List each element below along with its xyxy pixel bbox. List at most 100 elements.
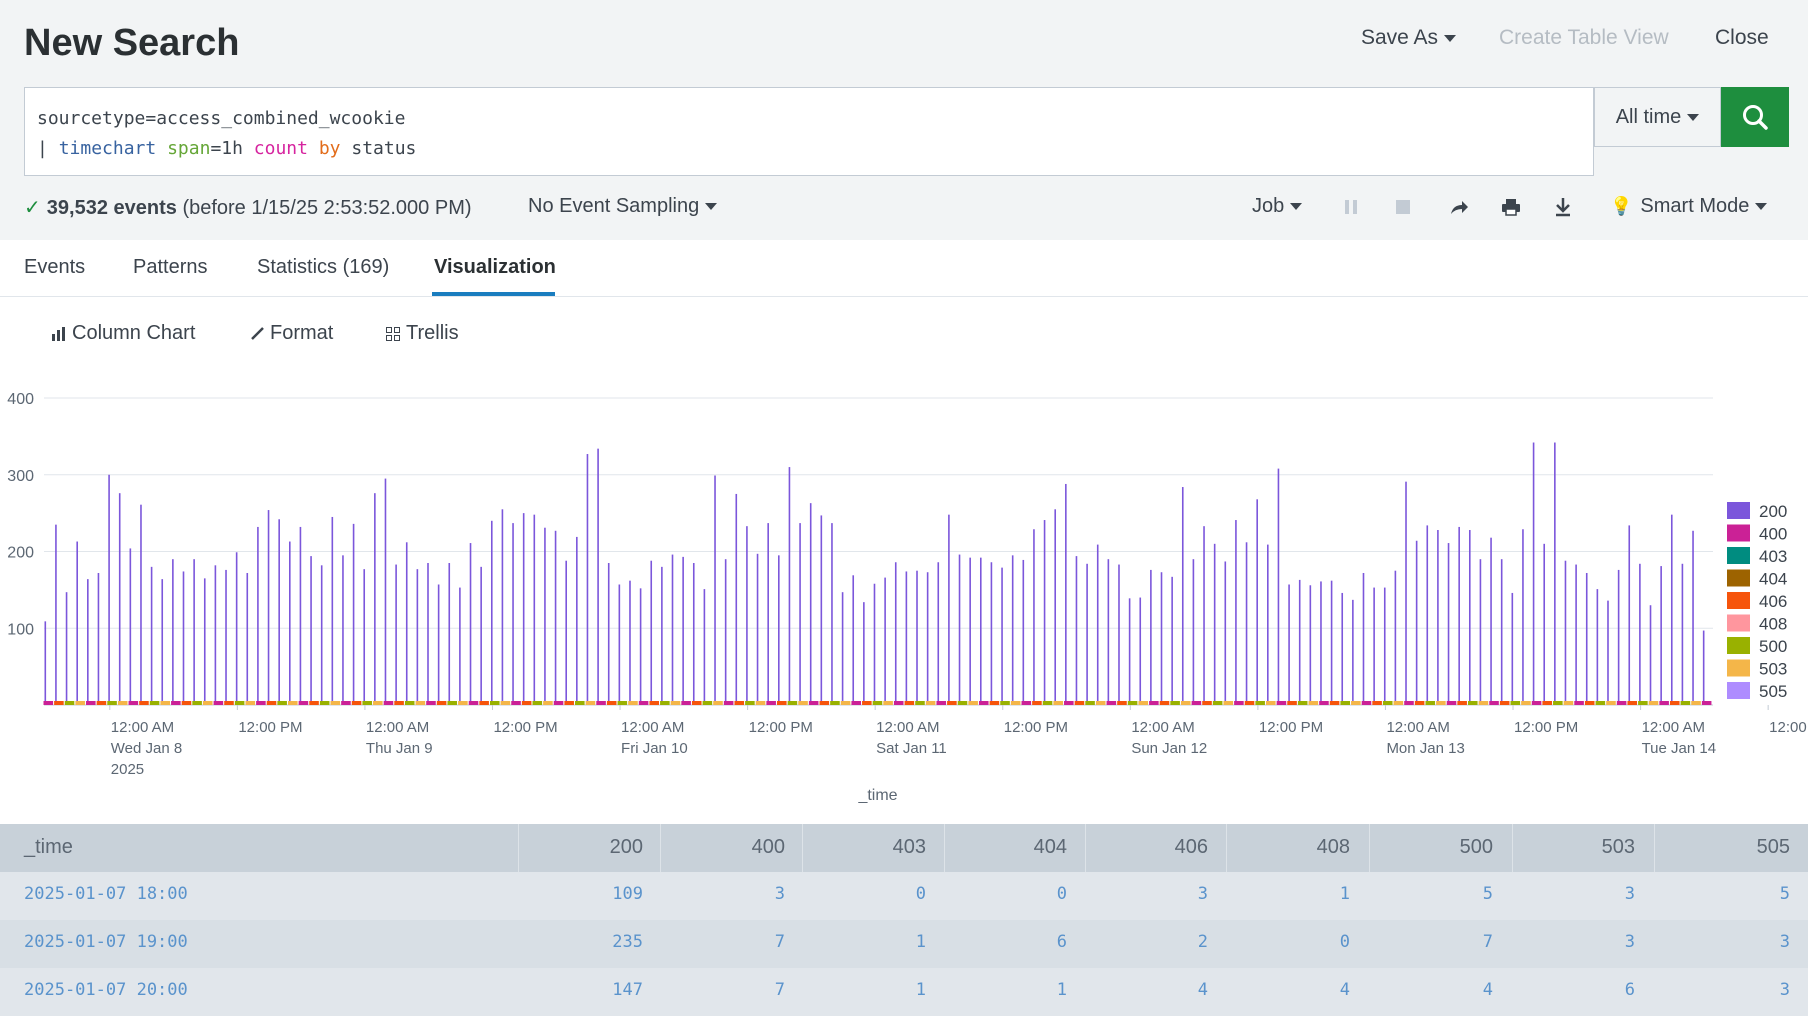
bar-minor-status xyxy=(1170,701,1180,705)
column-header[interactable]: 503 xyxy=(1601,836,1635,858)
bar-200 xyxy=(990,562,993,705)
column-header[interactable]: _time xyxy=(24,836,73,858)
count-cell[interactable]: 3 xyxy=(1624,932,1635,952)
bar-minor-status xyxy=(1701,701,1712,705)
count-cell[interactable]: 7 xyxy=(774,980,785,1000)
share-icon[interactable] xyxy=(1447,195,1471,219)
time-range-picker[interactable]: All time xyxy=(1594,87,1721,147)
column-header[interactable]: 403 xyxy=(892,836,926,858)
time-cell[interactable]: 2025-01-07 20:00 xyxy=(24,980,188,1000)
bar-minor-status xyxy=(362,701,372,705)
x-tick-label: 12:00 PM xyxy=(1004,719,1068,736)
count-cell[interactable]: 3 xyxy=(1779,980,1790,1000)
tab-patterns[interactable]: Patterns xyxy=(133,256,208,278)
count-cell[interactable]: 5 xyxy=(1779,884,1790,904)
count-cell[interactable]: 3 xyxy=(1197,884,1208,904)
event-sampling-dropdown[interactable]: No Event Sampling xyxy=(528,195,718,218)
bar-200 xyxy=(1203,526,1205,705)
bar-minor-status xyxy=(202,701,213,705)
bar-minor-status xyxy=(96,701,107,705)
tab-visualization[interactable]: Visualization xyxy=(434,256,556,278)
count-cell[interactable]: 5 xyxy=(1482,884,1493,904)
print-icon[interactable] xyxy=(1499,195,1523,219)
bar-200 xyxy=(799,523,801,705)
x-tick-label: 12:00 PM xyxy=(1514,719,1578,736)
x-axis-title: _time xyxy=(857,787,897,804)
count-cell[interactable]: 1 xyxy=(915,932,926,952)
column-header[interactable]: 404 xyxy=(1033,836,1067,858)
bar-minor-status xyxy=(1404,701,1414,705)
bar-200 xyxy=(1649,605,1652,705)
column-divider xyxy=(944,824,945,872)
bar-200 xyxy=(820,515,823,705)
bar-200 xyxy=(746,526,748,705)
count-cell[interactable]: 0 xyxy=(1339,932,1350,952)
close-button[interactable]: Close xyxy=(1715,26,1769,49)
count-cell[interactable]: 147 xyxy=(612,980,643,1000)
count-cell[interactable]: 7 xyxy=(774,932,785,952)
trellis-button[interactable]: Trellis xyxy=(386,322,459,345)
x-tick-label: Tue Jan 14 xyxy=(1642,740,1717,757)
column-header[interactable]: 400 xyxy=(751,836,785,858)
count-cell[interactable]: 3 xyxy=(1779,932,1790,952)
count-cell[interactable]: 6 xyxy=(1624,980,1635,1000)
bar-200 xyxy=(65,592,68,705)
job-menu[interactable]: Job xyxy=(1252,195,1303,218)
x-tick-label: 12:00 AM xyxy=(1642,719,1705,736)
keyword-token: by xyxy=(318,138,341,159)
export-icon[interactable] xyxy=(1551,195,1575,219)
bar-minor-status xyxy=(1691,701,1701,705)
create-table-view-button[interactable]: Create Table View xyxy=(1499,26,1669,49)
count-cell[interactable]: 2 xyxy=(1197,932,1208,952)
legend-label: 406 xyxy=(1759,592,1787,611)
bar-minor-status xyxy=(1478,701,1489,705)
bar-200 xyxy=(459,587,461,705)
time-cell[interactable]: 2025-01-07 19:00 xyxy=(24,932,188,952)
bar-200 xyxy=(1639,563,1641,705)
tab-events[interactable]: Events xyxy=(24,256,86,278)
bar-minor-status xyxy=(139,701,149,705)
column-header[interactable]: 200 xyxy=(609,836,643,858)
count-cell[interactable]: 3 xyxy=(774,884,785,904)
count-cell[interactable]: 3 xyxy=(1624,884,1635,904)
pause-icon[interactable] xyxy=(1339,195,1363,219)
search-mode-dropdown[interactable]: 💡 Smart Mode xyxy=(1610,195,1768,218)
column-header[interactable]: 406 xyxy=(1174,836,1208,858)
bar-200 xyxy=(1288,584,1290,705)
count-cell[interactable]: 1 xyxy=(915,980,926,1000)
column-header[interactable]: 500 xyxy=(1459,836,1493,858)
count-cell[interactable]: 235 xyxy=(612,932,643,952)
bar-minor-status xyxy=(1627,701,1638,705)
count-cell[interactable]: 0 xyxy=(915,884,926,904)
bar-minor-status xyxy=(277,701,287,705)
bar-minor-status xyxy=(1574,701,1584,705)
x-tick-label: Sat Jan 11 xyxy=(876,740,947,757)
count-cell[interactable]: 4 xyxy=(1339,980,1350,1000)
bar-minor-status xyxy=(64,701,75,705)
count-cell[interactable]: 1 xyxy=(1339,884,1350,904)
bar-minor-status xyxy=(1680,701,1691,705)
count-cell[interactable]: 4 xyxy=(1482,980,1493,1000)
bar-200 xyxy=(310,556,312,705)
search-button[interactable] xyxy=(1721,87,1789,147)
bar-200 xyxy=(1585,572,1588,705)
column-header[interactable]: 505 xyxy=(1756,836,1790,858)
count-cell[interactable]: 109 xyxy=(612,884,643,904)
bar-minor-status xyxy=(1595,701,1606,705)
save-as-label: Save As xyxy=(1361,26,1439,49)
count-cell[interactable]: 0 xyxy=(1056,884,1067,904)
tab-statistics[interactable]: Statistics (169) xyxy=(257,256,390,278)
count-cell[interactable]: 4 xyxy=(1197,980,1208,1000)
count-cell[interactable]: 1 xyxy=(1056,980,1067,1000)
save-as-button[interactable]: Save As xyxy=(1361,26,1457,50)
search-input[interactable]: sourcetype=access_combined_wcookie | tim… xyxy=(24,87,1594,176)
stop-icon[interactable] xyxy=(1391,195,1415,219)
column-header[interactable]: 408 xyxy=(1316,836,1350,858)
column-chart-button[interactable]: Column Chart xyxy=(52,322,195,345)
events-count: 39,532 events xyxy=(46,197,177,219)
time-cell[interactable]: 2025-01-07 18:00 xyxy=(24,884,188,904)
bar-200 xyxy=(235,552,238,705)
format-button[interactable]: Format xyxy=(250,322,333,345)
count-cell[interactable]: 7 xyxy=(1482,932,1493,952)
count-cell[interactable]: 6 xyxy=(1056,932,1067,952)
